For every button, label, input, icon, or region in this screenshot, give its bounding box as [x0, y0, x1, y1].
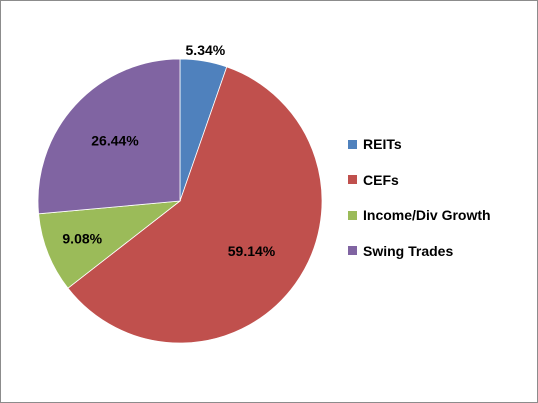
- legend-label-cefs: CEFs: [363, 171, 399, 188]
- legend-swatch-reits: [348, 139, 357, 149]
- legend-swatch-income-div-growth: [348, 210, 357, 220]
- legend-item-income-div-growth: Income/Div Growth: [348, 206, 491, 224]
- legend-item-cefs: CEFs: [348, 171, 491, 189]
- legend-swatch-swing-trades: [348, 246, 357, 255]
- legend-item-swing-trades: Swing Trades: [348, 242, 491, 260]
- legend-label-swing-trades: Swing Trades: [363, 242, 454, 259]
- pie-slice-income-div-growth: [38, 200, 182, 289]
- data-label-swing-trades: 26.44%: [91, 132, 139, 148]
- legend-label-reits: REITs: [363, 136, 402, 152]
- pie-slice-swing-trades: [37, 58, 181, 215]
- pie-slices: [37, 58, 323, 344]
- pie-slice-cefs: [67, 66, 323, 344]
- data-label-cefs: 59.14%: [228, 243, 276, 259]
- legend: REITs CEFs Income/Div Growth Swing Trade…: [348, 135, 491, 277]
- legend-swatch-cefs: [348, 175, 357, 184]
- pie-data-labels: 5.34% 59.14% 9.08% 26.44%: [62, 42, 275, 259]
- legend-label-income-div-growth: Income/Div Growth: [363, 207, 491, 223]
- data-label-income-div-growth: 9.08%: [62, 230, 102, 246]
- data-label-reits: 5.34%: [186, 42, 226, 58]
- legend-item-reits: REITs: [348, 135, 491, 153]
